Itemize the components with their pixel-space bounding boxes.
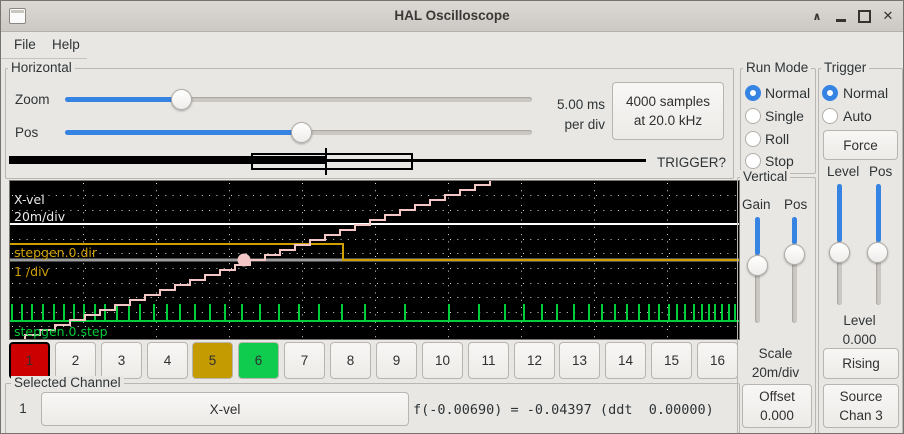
run-mode-label-roll[interactable]: Roll xyxy=(765,131,790,147)
horizontal-frame-label: Horizontal xyxy=(8,61,75,75)
vertical-gain-label: Gain xyxy=(742,197,771,212)
channel-button-1[interactable]: 1 xyxy=(9,342,50,379)
trigger-force-button[interactable]: Force xyxy=(823,130,898,160)
time-per-div-value: 5.00 ms xyxy=(556,97,605,112)
trigger-level-value: 0.000 xyxy=(842,332,877,347)
channel1-scale-label: 20m/div xyxy=(14,209,66,224)
channel1-name-label: X-vel xyxy=(14,192,45,207)
channel-button-15[interactable]: 15 xyxy=(651,342,692,379)
view-window-box[interactable] xyxy=(251,153,413,170)
vertical-pos-slider-thumb[interactable] xyxy=(784,244,805,265)
time-per-div-unit: per div xyxy=(564,117,605,132)
channel-button-4[interactable]: 4 xyxy=(147,342,188,379)
run-mode-label-normal[interactable]: Normal xyxy=(765,85,811,101)
pos-slider-fill xyxy=(65,130,302,135)
channel-button-2[interactable]: 2 xyxy=(55,342,96,379)
vertical-pos-slider-track[interactable] xyxy=(792,217,797,323)
trigger-frame-label: Trigger xyxy=(821,61,870,75)
window-icon xyxy=(9,8,26,24)
channel-button-13[interactable]: 13 xyxy=(559,342,600,379)
trigger-level-label: Level xyxy=(843,313,876,328)
selected-channel-frame-label: Selected Channel xyxy=(11,376,124,390)
channel-button-16[interactable]: 16 xyxy=(697,342,738,379)
run-mode-radio-roll[interactable] xyxy=(745,131,761,147)
menu-file[interactable]: File xyxy=(14,37,36,52)
run-mode-label-stop[interactable]: Stop xyxy=(765,153,794,169)
run-mode-label-single[interactable]: Single xyxy=(765,108,804,124)
trigger-pos-slider-fill xyxy=(876,184,881,242)
run-mode-radio-stop[interactable] xyxy=(745,153,761,169)
titlebar: HAL Oscilloscope ∧ ✕ xyxy=(1,1,903,32)
record-baseline xyxy=(326,159,646,162)
trigger-pos-slider-thumb[interactable] xyxy=(867,242,888,263)
vertical-gain-slider-thumb[interactable] xyxy=(747,255,768,276)
channel-button-8[interactable]: 8 xyxy=(330,342,371,379)
trigger-source-button[interactable]: Source Chan 3 xyxy=(823,384,899,428)
selected-channel-name-button[interactable]: X-vel xyxy=(41,392,409,426)
run-mode-frame-label: Run Mode xyxy=(743,61,812,75)
window-title: HAL Oscilloscope xyxy=(394,8,510,23)
vertical-offset-button[interactable]: Offset 0.000 xyxy=(742,384,812,428)
menubar-separator xyxy=(1,58,87,59)
vertical-frame-label: Vertical xyxy=(740,170,791,184)
channel-button-10[interactable]: 10 xyxy=(422,342,463,379)
samples-button[interactable]: 4000 samples at 20.0 kHz xyxy=(612,82,724,140)
close-icon[interactable]: ✕ xyxy=(882,8,894,23)
record-progress-bar xyxy=(9,156,326,164)
trigger-edge-button[interactable]: Rising xyxy=(823,348,899,379)
trigger-level-slider-label: Level xyxy=(827,164,860,179)
trigger-level-slider-thumb[interactable] xyxy=(829,242,850,263)
maximize-icon[interactable] xyxy=(854,6,874,26)
selected-channel-number: 1 xyxy=(19,401,27,416)
channel3-name-label: stepgen.0.step xyxy=(14,324,108,339)
channel-button-3[interactable]: 3 xyxy=(101,342,142,379)
trigger-label-auto[interactable]: Auto xyxy=(843,108,872,124)
run-mode-radio-normal[interactable] xyxy=(745,85,761,101)
vertical-pos-slider-fill xyxy=(792,217,797,244)
horizontal-frame xyxy=(5,68,734,179)
vertical-scale-value: 20m/div xyxy=(751,365,800,380)
zoom-slider-track[interactable] xyxy=(65,97,532,102)
vertical-pos-label: Pos xyxy=(784,197,808,212)
vertical-scale-label: Scale xyxy=(758,346,793,361)
zoom-slider-label: Zoom xyxy=(15,92,50,107)
channel2-name-label: stepgen.0.dir xyxy=(14,245,98,260)
minimize-icon[interactable] xyxy=(831,6,851,26)
channel-button-9[interactable]: 9 xyxy=(376,342,417,379)
pos-slider-label: Pos xyxy=(15,125,39,140)
channel2-scale-label: 1 /div xyxy=(14,264,50,279)
trigger-level-slider-fill xyxy=(837,184,842,242)
trigger-radio-auto[interactable] xyxy=(822,108,838,124)
run-mode-radio-single[interactable] xyxy=(745,108,761,124)
channel-button-14[interactable]: 14 xyxy=(605,342,646,379)
trigger-status-label: TRIGGER? xyxy=(656,155,726,170)
zoom-slider-thumb[interactable] xyxy=(171,89,192,110)
channel-button-12[interactable]: 12 xyxy=(514,342,555,379)
menu-help[interactable]: Help xyxy=(52,37,80,52)
trigger-label-normal[interactable]: Normal xyxy=(843,85,889,101)
zoom-slider-fill xyxy=(65,97,182,102)
vertical-gain-slider-fill xyxy=(755,217,760,255)
pos-slider-thumb[interactable] xyxy=(291,122,312,143)
trigger-pos-slider-label: Pos xyxy=(869,164,893,179)
channel-button-7[interactable]: 7 xyxy=(284,342,325,379)
channel-button-5[interactable]: 5 xyxy=(192,342,233,379)
channel-button-11[interactable]: 11 xyxy=(468,342,509,379)
scope-display: X-vel 20m/div stepgen.0.dir 1 /div stepg… xyxy=(9,180,740,340)
channel-button-6[interactable]: 6 xyxy=(238,342,279,379)
shade-window-icon[interactable]: ∧ xyxy=(812,10,822,23)
trigger-radio-normal[interactable] xyxy=(822,85,838,101)
trigger-position-marker[interactable] xyxy=(325,148,327,175)
selected-channel-frame xyxy=(5,383,740,433)
channel-readout: f(-0.00690) = -0.04397 (ddt 0.00000) xyxy=(413,402,714,418)
